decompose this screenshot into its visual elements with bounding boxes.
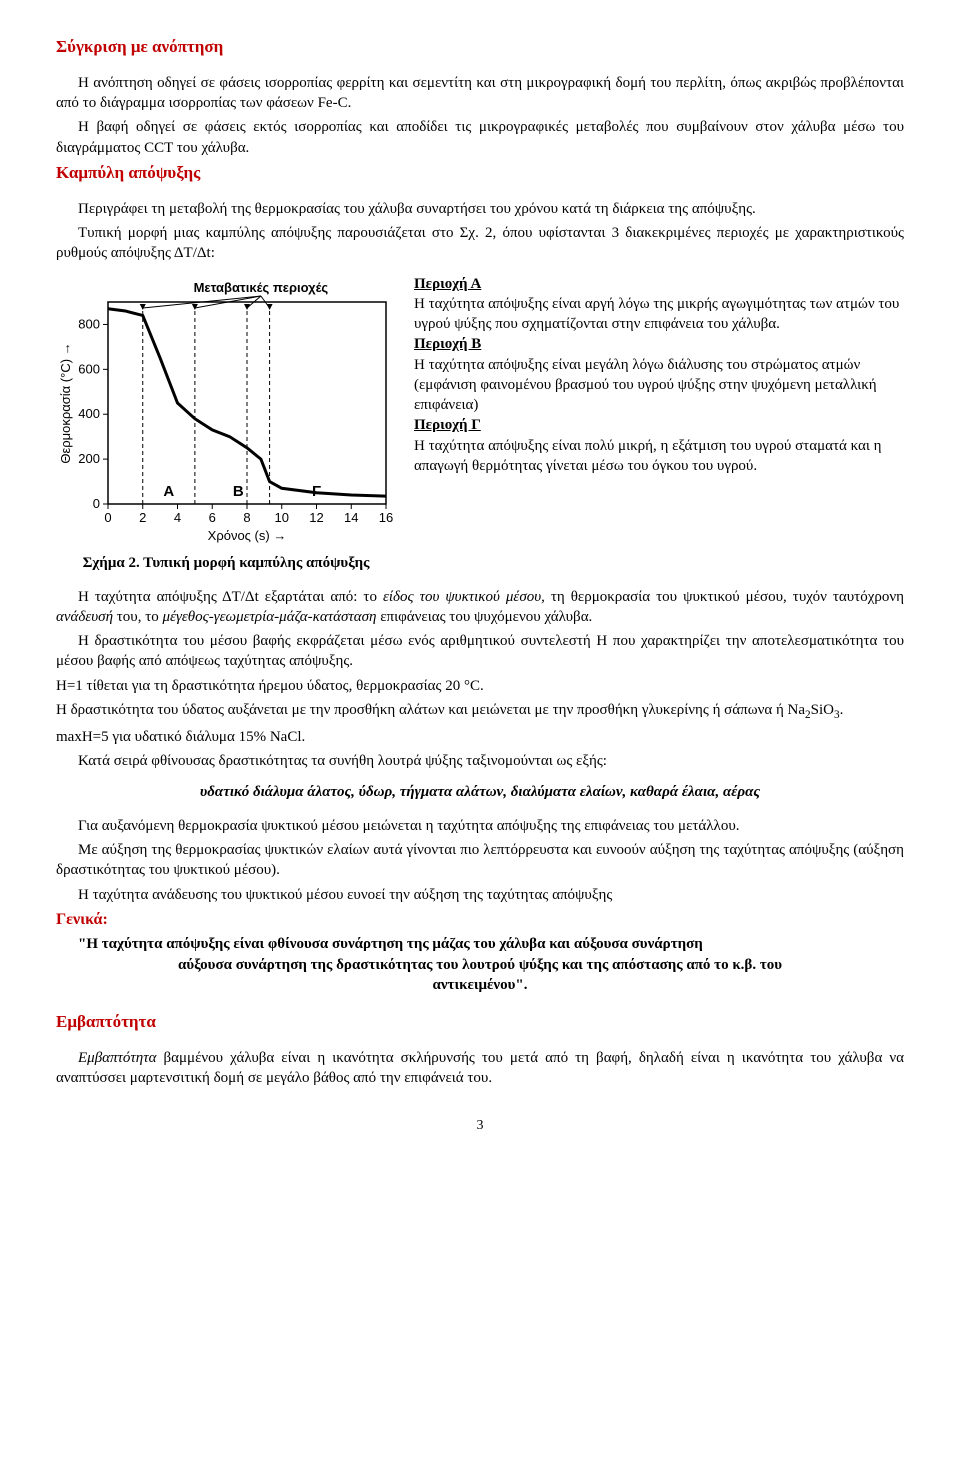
rate-p1-d: ανάδευσή xyxy=(56,609,113,625)
regions-text-column: Περιοχή Α Η ταχύτητα απόψυξης είναι αργή… xyxy=(414,274,904,477)
rate-paragraph-4: Η δραστικότητα του ύδατος αυξάνεται με τ… xyxy=(56,700,904,723)
quote-line-2: αύξουσα συνάρτηση της δραστικότητας του … xyxy=(56,955,904,975)
general-quote-block: "Η ταχύτητα απόψυξης είναι φθίνουσα συνά… xyxy=(56,934,904,995)
after-paragraph-2: Με αύξηση της θερμοκρασίας ψυκτικών ελαί… xyxy=(56,840,904,881)
genika-label: Γενικά: xyxy=(56,909,904,931)
rate-paragraph-3: Η=1 τίθεται για τη δραστικότητα ήρεμου ύ… xyxy=(56,676,904,696)
region-b-block: Περιοχή Β Η ταχύτητα απόψυξης είναι μεγά… xyxy=(414,334,904,415)
rate-p1-f: μέγεθος-γεωμετρία-μάζα-κατάσταση xyxy=(163,609,377,625)
svg-text:16: 16 xyxy=(379,510,393,525)
page-number: 3 xyxy=(56,1117,904,1136)
after-paragraph-1: Για αυξανόμενη θερμοκρασία ψυκτικού μέσο… xyxy=(56,816,904,836)
figure-caption: Σχήμα 2. Τυπική μορφή καμπύλης απόψυξης xyxy=(56,554,396,573)
svg-text:Μεταβατικές περιοχές: Μεταβατικές περιοχές xyxy=(194,280,329,295)
svg-text:8: 8 xyxy=(243,510,250,525)
svg-text:0: 0 xyxy=(93,496,100,511)
svg-text:2: 2 xyxy=(139,510,146,525)
curve-paragraph-1: Περιγράφει τη μεταβολή της θερμοκρασίας … xyxy=(56,199,904,219)
svg-text:200: 200 xyxy=(78,451,100,466)
cooling-curve-chart: 0 200 400 600 800 0 2 4 6 8 10 12 14 16 Χρόνος (s) → Θε… xyxy=(56,274,396,544)
region-c-text: Η ταχύτητα απόψυξης είναι πολύ μικρή, η … xyxy=(414,438,882,474)
svg-text:600: 600 xyxy=(78,361,100,376)
region-a-text: Η ταχύτητα απόψυξης είναι αργή λόγω της … xyxy=(414,296,899,332)
svg-text:0: 0 xyxy=(104,510,111,525)
rate-paragraph-1: Η ταχύτητα απόψυξης ΔT/Δt εξαρτάται από:… xyxy=(56,587,904,628)
svg-text:12: 12 xyxy=(309,510,323,525)
intro-paragraph-1: Η ανόπτηση οδηγεί σε φάσεις ισορροπίας φ… xyxy=(56,73,904,114)
figure-container: 0 200 400 600 800 0 2 4 6 8 10 12 14 16 Χρόνος (s) → Θε… xyxy=(56,274,396,573)
rate-p1-b: είδος του ψυκτικού μέσου xyxy=(383,589,541,605)
quote-line-1: "Η ταχύτητα απόψυξης είναι φθίνουσα συνά… xyxy=(56,934,904,954)
rate-p1-a: Η ταχύτητα απόψυξης ΔT/Δt εξαρτάται από:… xyxy=(78,589,383,605)
curve-paragraph-2: Τυπική μορφή μιας καμπύλης απόψυξης παρο… xyxy=(56,223,904,264)
genika-text: Γενικά: xyxy=(56,911,108,928)
region-a-title: Περιοχή Α xyxy=(414,276,481,292)
rate-paragraph-6: Κατά σειρά φθίνουσας δραστικότητας τα συ… xyxy=(56,751,904,771)
rate-paragraph-2: Η δραστικότητα του μέσου βαφής εκφράζετα… xyxy=(56,631,904,672)
svg-text:Χρόνος (s) →: Χρόνος (s) → xyxy=(208,528,287,543)
region-a-block: Περιοχή Α Η ταχύτητα απόψυξης είναι αργή… xyxy=(414,274,904,335)
svg-text:Α: Α xyxy=(163,483,174,500)
region-b-title: Περιοχή Β xyxy=(414,336,481,352)
section-heading-comparison: Σύγκριση με ανόπτηση xyxy=(56,36,904,59)
svg-text:Β: Β xyxy=(233,483,244,500)
emb-term: Εμβαπτότητα xyxy=(78,1050,156,1066)
intro-paragraph-2: Η βαφή οδηγεί σε φάσεις εκτός ισορροπίας… xyxy=(56,117,904,158)
figure-and-regions-row: 0 200 400 600 800 0 2 4 6 8 10 12 14 16 Χρόνος (s) → Θε… xyxy=(56,274,904,573)
section-heading-cooling-curve: Καμπύλη απόψυξης xyxy=(56,162,904,185)
region-b-text: Η ταχύτητα απόψυξης είναι μεγάλη λόγω δι… xyxy=(414,357,877,414)
region-c-title: Περιοχή Γ xyxy=(414,417,481,433)
rate-p1-c: , τη θερμοκρασία του ψυκτικού μέσου, τυχ… xyxy=(541,589,904,605)
svg-text:14: 14 xyxy=(344,510,358,525)
rate-p1-g: επιφάνειας του ψυχόμενου χάλυβα. xyxy=(376,609,592,625)
hardenability-paragraph: Εμβαπτότητα βαμμένου χάλυβα είναι η ικαν… xyxy=(56,1048,904,1089)
rate-p4-e: . xyxy=(840,702,844,718)
rate-p4-a: Η δραστικότητα του ύδατος αυξάνεται με τ… xyxy=(56,702,805,718)
quenching-media-list: υδατικό διάλυμα άλατος, ύδωρ, τήγματα αλ… xyxy=(56,782,904,802)
svg-text:6: 6 xyxy=(209,510,216,525)
svg-text:Θερμοκρασία (°C) →: Θερμοκρασία (°C) → xyxy=(58,342,73,463)
svg-text:10: 10 xyxy=(275,510,289,525)
quote-line-3: αντικειμένου". xyxy=(56,975,904,995)
svg-text:400: 400 xyxy=(78,406,100,421)
emb-def: βαμμένου χάλυβα είναι η ικανότητα σκλήρυ… xyxy=(56,1050,904,1086)
after-paragraph-3: Η ταχύτητα ανάδευσης του ψυκτικού μέσου … xyxy=(56,885,904,905)
rate-p1-e: του, το xyxy=(113,609,162,625)
section-heading-hardenability: Εμβαπτότητα xyxy=(56,1011,904,1034)
rate-paragraph-5: maxH=5 για υδατικό διάλυμα 15% NaCl. xyxy=(56,727,904,747)
svg-text:Γ: Γ xyxy=(312,483,321,500)
svg-text:800: 800 xyxy=(78,316,100,331)
region-c-block: Περιοχή Γ Η ταχύτητα απόψυξης είναι πολύ… xyxy=(414,415,904,476)
rate-p4-c: SiO xyxy=(811,702,834,718)
svg-text:4: 4 xyxy=(174,510,181,525)
